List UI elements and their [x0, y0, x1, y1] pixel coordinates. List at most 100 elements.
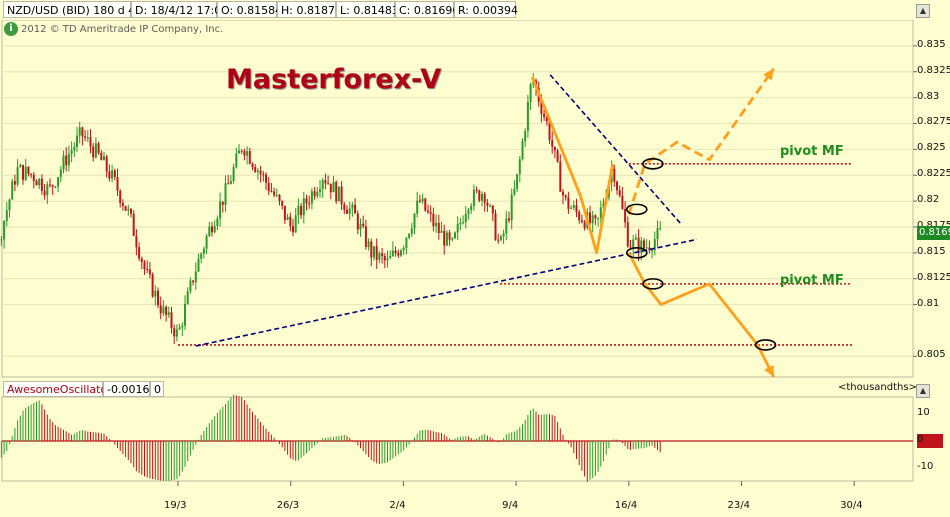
- candle-body[interactable]: [364, 226, 367, 247]
- candle-body[interactable]: [273, 191, 276, 196]
- candle-body[interactable]: [205, 236, 208, 249]
- candle-body[interactable]: [513, 188, 516, 195]
- candle-body[interactable]: [49, 184, 51, 186]
- candle-body[interactable]: [148, 269, 151, 275]
- candle-body[interactable]: [281, 201, 284, 206]
- candle-body[interactable]: [208, 226, 211, 237]
- candle-body[interactable]: [13, 181, 16, 185]
- candle-body[interactable]: [508, 218, 510, 221]
- candle-body[interactable]: [637, 237, 640, 254]
- candle-body[interactable]: [103, 156, 105, 161]
- candle-body[interactable]: [575, 205, 578, 212]
- candle-body[interactable]: [626, 222, 629, 247]
- candle-body[interactable]: [448, 232, 451, 240]
- level-marker[interactable]: [642, 278, 664, 290]
- candle-body[interactable]: [197, 258, 200, 272]
- candle-body[interactable]: [354, 204, 357, 214]
- candle-body[interactable]: [46, 184, 49, 196]
- candle-body[interactable]: [435, 222, 438, 227]
- candle-body[interactable]: [238, 150, 240, 154]
- minimize-icon[interactable]: ▲: [916, 4, 930, 18]
- candle-body[interactable]: [305, 198, 308, 204]
- candle-body[interactable]: [459, 223, 462, 225]
- candle-body[interactable]: [184, 303, 186, 326]
- candle-body[interactable]: [138, 247, 141, 259]
- candle-body[interactable]: [181, 325, 184, 328]
- candle-body[interactable]: [645, 247, 648, 249]
- candle-body[interactable]: [162, 306, 165, 314]
- candle-body[interactable]: [632, 239, 635, 248]
- candle-body[interactable]: [386, 258, 389, 261]
- candle-body[interactable]: [443, 230, 446, 246]
- candle-body[interactable]: [43, 190, 46, 196]
- candle-body[interactable]: [73, 146, 76, 151]
- candle-body[interactable]: [332, 181, 335, 193]
- candle-body[interactable]: [543, 113, 546, 117]
- candle-body[interactable]: [346, 209, 348, 214]
- candle-body[interactable]: [294, 215, 297, 233]
- candle-body[interactable]: [526, 102, 529, 131]
- candle-body[interactable]: [38, 178, 41, 186]
- candle-body[interactable]: [408, 233, 411, 238]
- candle-body[interactable]: [202, 248, 205, 254]
- candle-body[interactable]: [653, 239, 656, 251]
- candle-body[interactable]: [416, 200, 419, 214]
- candle-body[interactable]: [235, 153, 238, 168]
- candle-body[interactable]: [92, 146, 95, 158]
- candle-body[interactable]: [265, 174, 267, 183]
- candle-body[interactable]: [251, 163, 254, 168]
- candle-body[interactable]: [494, 213, 497, 240]
- candle-body[interactable]: [219, 201, 222, 219]
- close-icon[interactable]: ▲: [916, 384, 930, 398]
- candle-body[interactable]: [545, 116, 548, 122]
- candle-body[interactable]: [84, 136, 87, 138]
- candle-body[interactable]: [413, 213, 416, 229]
- candle-body[interactable]: [11, 181, 14, 200]
- projections[interactable]: [530, 67, 775, 378]
- candle-body[interactable]: [275, 194, 278, 196]
- candle-body[interactable]: [518, 159, 521, 175]
- candle-body[interactable]: [335, 181, 338, 202]
- candle-body[interactable]: [286, 216, 289, 220]
- candle-body[interactable]: [246, 151, 249, 156]
- candle-body[interactable]: [597, 217, 600, 219]
- candle-body[interactable]: [51, 185, 54, 187]
- candle-body[interactable]: [289, 216, 292, 227]
- candle-body[interactable]: [313, 191, 316, 197]
- candle-body[interactable]: [194, 271, 197, 283]
- projection-path[interactable]: [530, 76, 615, 255]
- level-marker[interactable]: [754, 339, 777, 351]
- candle-body[interactable]: [510, 194, 513, 221]
- candle-body[interactable]: [24, 166, 27, 180]
- candle-body[interactable]: [567, 197, 570, 209]
- candle-body[interactable]: [367, 241, 370, 247]
- candle-body[interactable]: [324, 180, 327, 184]
- candle-body[interactable]: [521, 141, 524, 160]
- candle-body[interactable]: [378, 253, 381, 260]
- candle-body[interactable]: [572, 205, 575, 208]
- candle-body[interactable]: [634, 237, 637, 240]
- candle-body[interactable]: [240, 150, 243, 152]
- candle-body[interactable]: [400, 250, 402, 256]
- candle-body[interactable]: [65, 155, 68, 166]
- candle-body[interactable]: [424, 198, 427, 211]
- candle-body[interactable]: [151, 274, 154, 297]
- candle-body[interactable]: [602, 203, 605, 208]
- candle-body[interactable]: [551, 140, 554, 147]
- candle-body[interactable]: [167, 312, 170, 315]
- candle-body[interactable]: [599, 207, 602, 218]
- candle-body[interactable]: [116, 176, 119, 191]
- candle-body[interactable]: [427, 210, 429, 213]
- candle-body[interactable]: [221, 201, 224, 205]
- candle-body[interactable]: [248, 151, 251, 164]
- candle-body[interactable]: [489, 205, 492, 207]
- candle-body[interactable]: [154, 290, 157, 297]
- candle-body[interactable]: [505, 218, 508, 234]
- candle-body[interactable]: [67, 153, 70, 166]
- candle-body[interactable]: [278, 194, 281, 202]
- candle-body[interactable]: [340, 186, 343, 205]
- candle-body[interactable]: [351, 204, 354, 209]
- candle-body[interactable]: [429, 212, 432, 214]
- candle-body[interactable]: [375, 246, 378, 260]
- candle-body[interactable]: [656, 228, 659, 240]
